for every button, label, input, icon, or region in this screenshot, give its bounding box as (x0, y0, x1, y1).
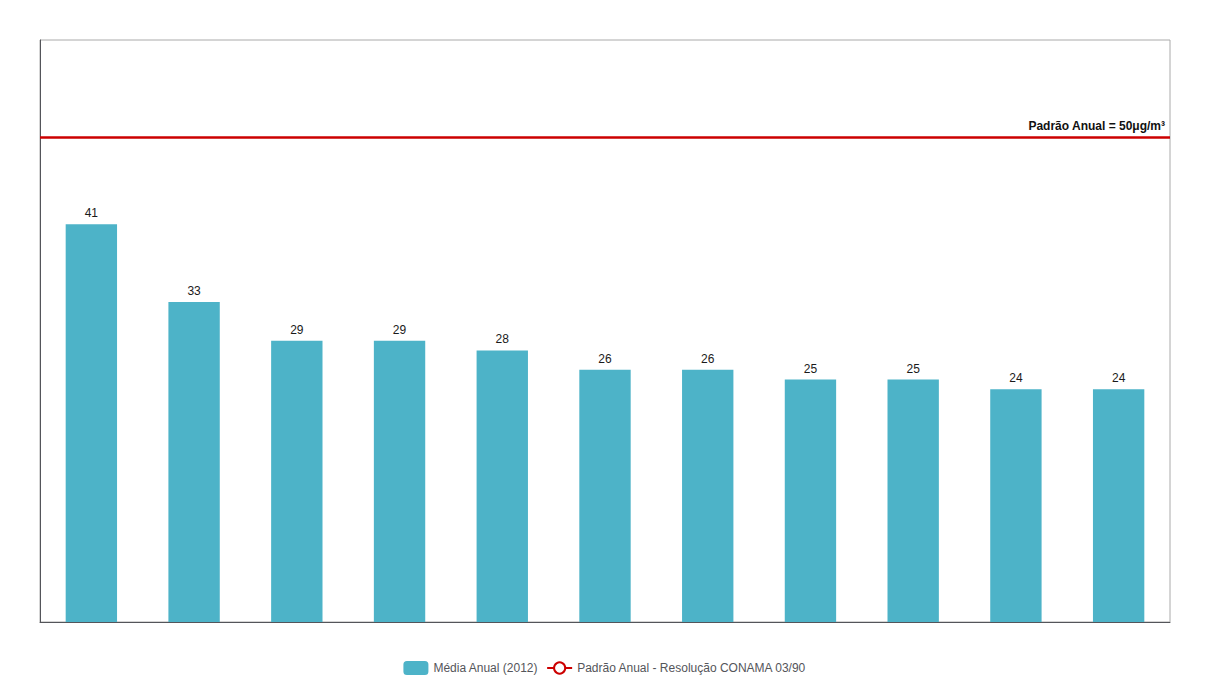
svg-text:29: 29 (290, 323, 304, 337)
svg-text:26: 26 (701, 352, 715, 366)
svg-text:Média Anual (2012): Média Anual (2012) (433, 661, 537, 675)
svg-text:33: 33 (187, 284, 201, 298)
svg-text:24: 24 (1009, 371, 1023, 385)
svg-text:Padrão Anual = 50μg/m³: Padrão Anual = 50μg/m³ (1028, 119, 1165, 133)
svg-text:26: 26 (598, 352, 612, 366)
svg-text:28: 28 (496, 332, 510, 346)
svg-text:25: 25 (907, 362, 921, 376)
svg-text:24: 24 (1112, 371, 1126, 385)
svg-text:25: 25 (804, 362, 818, 376)
svg-text:41: 41 (85, 206, 99, 220)
svg-text:Padrão Anual - Resolução CONAM: Padrão Anual - Resolução CONAMA 03/90 (577, 661, 805, 675)
svg-text:29: 29 (393, 323, 407, 337)
